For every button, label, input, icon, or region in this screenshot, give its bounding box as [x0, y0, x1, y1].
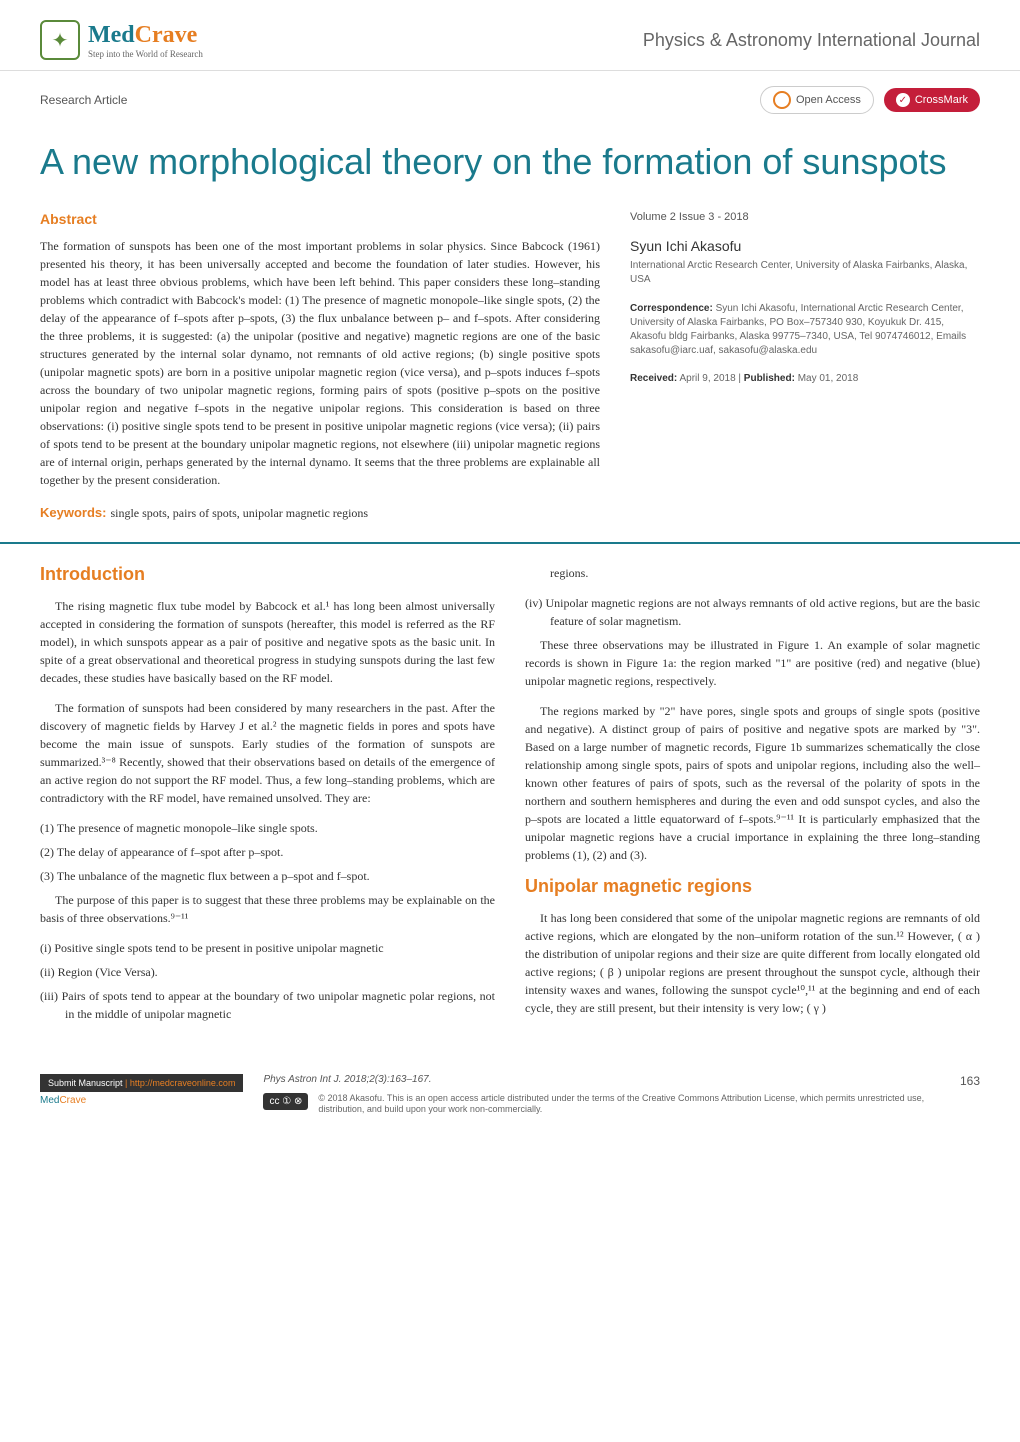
- logo-word-1: Med: [88, 22, 135, 48]
- article-type: Research Article: [40, 93, 127, 107]
- submit-label: Submit Manuscript: [48, 1078, 123, 1088]
- problem-1: (1) The presence of magnetic monopole–li…: [40, 819, 495, 837]
- footer-brand-2: Crave: [59, 1095, 86, 1106]
- page-footer: Submit Manuscript | http://medcraveonlin…: [0, 1059, 1020, 1131]
- left-column: Introduction The rising magnetic flux tu…: [40, 564, 495, 1029]
- obs-i: (i) Positive single spots tend to be pre…: [40, 939, 495, 957]
- correspondence-block: Correspondence: Syun Ichi Akasofu, Inter…: [630, 302, 980, 358]
- correspondence-label: Correspondence:: [630, 303, 713, 314]
- submit-manuscript-button[interactable]: Submit Manuscript | http://medcraveonlin…: [40, 1074, 243, 1092]
- logo-word-2: Crave: [135, 22, 198, 48]
- main-content: Introduction The rising magnetic flux tu…: [0, 564, 1020, 1029]
- footer-brand: MedCrave: [40, 1095, 86, 1106]
- received-label: Received:: [630, 373, 677, 384]
- cc-icon: cc ① ⊗: [263, 1093, 308, 1110]
- open-access-label: Open Access: [796, 94, 861, 106]
- problem-3: (3) The unbalance of the magnetic flux b…: [40, 867, 495, 885]
- obs-ii: (ii) Region (Vice Versa).: [40, 963, 495, 981]
- logo-icon: ✦: [40, 20, 80, 60]
- intro-heading: Introduction: [40, 564, 495, 585]
- author-name: Syun Ichi Akasofu: [630, 238, 980, 254]
- received-date: April 9, 2018 |: [679, 373, 743, 384]
- abstract-meta-section: Abstract The formation of sunspots has b…: [0, 211, 1020, 544]
- journal-title: Physics & Astronomy International Journa…: [643, 30, 980, 51]
- right-p1: These three observations may be illustra…: [525, 636, 980, 690]
- submit-link: | http://medcraveonline.com: [125, 1078, 235, 1088]
- intro-p2: The formation of sunspots had been consi…: [40, 699, 495, 807]
- license-block: cc ① ⊗ © 2018 Akasofu. This is an open a…: [263, 1093, 960, 1116]
- published-date: May 01, 2018: [798, 373, 859, 384]
- crossmark-badge[interactable]: CrossMark: [884, 88, 980, 112]
- license-text: © 2018 Akasofu. This is an open access a…: [318, 1093, 960, 1116]
- right-p2: The regions marked by "2" have pores, si…: [525, 702, 980, 864]
- logo-text: MedCrave Step into the World of Research: [88, 22, 203, 59]
- dates-block: Received: April 9, 2018 | Published: May…: [630, 373, 980, 384]
- article-title: A new morphological theory on the format…: [0, 129, 1020, 211]
- published-label: Published:: [744, 373, 795, 384]
- unipolar-heading: Unipolar magnetic regions: [525, 876, 980, 897]
- crossmark-label: CrossMark: [915, 94, 968, 106]
- footer-logo-area: Submit Manuscript | http://medcraveonlin…: [40, 1074, 243, 1106]
- intro-p1: The rising magnetic flux tube model by B…: [40, 597, 495, 687]
- unipolar-p1: It has long been considered that some of…: [525, 909, 980, 1017]
- keywords-label: Keywords:: [40, 505, 106, 520]
- page-number: 163: [960, 1074, 980, 1088]
- abstract-label: Abstract: [40, 211, 600, 227]
- open-access-badge[interactable]: Open Access: [760, 86, 874, 114]
- citation-block: Phys Astron Int J. 2018;2(3):163–167. cc…: [263, 1074, 960, 1116]
- keywords-text: single spots, pairs of spots, unipolar m…: [110, 506, 368, 520]
- obs-iii: (iii) Pairs of spots tend to appear at t…: [40, 987, 495, 1023]
- badge-row: Open Access CrossMark: [760, 86, 980, 114]
- sub-header: Research Article Open Access CrossMark: [0, 71, 1020, 129]
- volume-issue: Volume 2 Issue 3 - 2018: [630, 211, 980, 223]
- footer-brand-1: Med: [40, 1095, 59, 1106]
- publisher-logo[interactable]: ✦ MedCrave Step into the World of Resear…: [40, 20, 203, 60]
- author-affiliation: International Arctic Research Center, Un…: [630, 259, 980, 287]
- abstract-column: Abstract The formation of sunspots has b…: [40, 211, 600, 522]
- logo-tagline: Step into the World of Research: [88, 49, 203, 59]
- regions-cont: regions.: [525, 564, 980, 582]
- problem-2: (2) The delay of appearance of f–spot af…: [40, 843, 495, 861]
- right-column: regions. (iv) Unipolar magnetic regions …: [525, 564, 980, 1029]
- page-header: ✦ MedCrave Step into the World of Resear…: [0, 0, 1020, 71]
- abstract-text: The formation of sunspots has been one o…: [40, 237, 600, 489]
- intro-p3: The purpose of this paper is to suggest …: [40, 891, 495, 927]
- metadata-column: Volume 2 Issue 3 - 2018 Syun Ichi Akasof…: [630, 211, 980, 522]
- citation-text: Phys Astron Int J. 2018;2(3):163–167.: [263, 1074, 960, 1085]
- obs-iv: (iv) Unipolar magnetic regions are not a…: [525, 594, 980, 630]
